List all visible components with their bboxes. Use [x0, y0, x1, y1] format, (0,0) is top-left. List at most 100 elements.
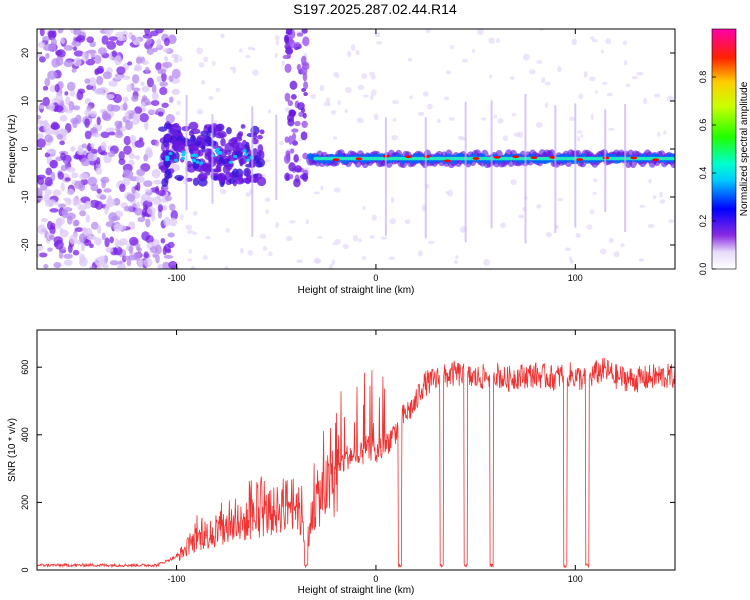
noise-speckle [151, 168, 161, 179]
noise-speckle [153, 179, 162, 185]
noise-speckle [72, 46, 78, 51]
noise-speckle [58, 250, 64, 259]
noise-speckle [79, 173, 89, 181]
noise-speckle [363, 94, 369, 98]
noise-speckle [37, 41, 46, 48]
vertical-feature [282, 54, 291, 60]
vertical-feature [288, 109, 297, 117]
noise-speckle [44, 77, 51, 87]
transition-blob [258, 150, 265, 160]
noise-speckle [448, 116, 455, 121]
noise-speckle [325, 97, 331, 104]
vertical-feature [293, 178, 301, 188]
noise-speckle [198, 62, 205, 68]
noise-speckle [371, 214, 377, 221]
transition-hotspot [246, 158, 251, 162]
transition-hotspot [168, 151, 173, 156]
noise-speckle [84, 118, 90, 128]
vertical-feature [291, 128, 299, 133]
ridge-peak [423, 155, 431, 158]
transition-blob [164, 170, 171, 180]
noise-speckle [332, 242, 338, 246]
noise-speckle [344, 109, 348, 113]
noise-speckle [94, 200, 104, 210]
noise-speckle [404, 219, 411, 225]
noise-speckle [476, 29, 484, 36]
noise-speckle [564, 247, 571, 252]
noise-speckle [151, 91, 159, 101]
noise-speckle [569, 256, 573, 262]
noise-speckle [167, 34, 177, 45]
noise-speckle [160, 72, 167, 82]
noise-speckle [53, 105, 64, 113]
noise-speckle [39, 29, 45, 37]
noise-speckle [522, 53, 530, 61]
noise-speckle [211, 60, 216, 67]
noise-speckle [489, 74, 493, 79]
noise-speckle [239, 247, 244, 254]
noise-speckle [310, 93, 317, 99]
noise-speckle [101, 110, 109, 121]
transition-hotspot [199, 161, 204, 165]
noise-speckle [105, 221, 116, 228]
noise-speckle [426, 103, 433, 110]
noise-speckle [145, 188, 153, 193]
noise-speckle [135, 175, 145, 183]
noise-speckle [37, 133, 44, 139]
noise-speckle [607, 127, 615, 131]
noise-speckle [141, 86, 150, 93]
noise-speckle [305, 218, 310, 225]
noise-speckle [544, 81, 551, 86]
noise-speckle [389, 218, 397, 225]
noise-speckle [159, 86, 168, 96]
ridge-peak [652, 158, 660, 162]
transition-hotspot [180, 156, 185, 160]
vertical-feature [288, 173, 294, 180]
noise-speckle [50, 37, 57, 48]
noise-speckle [144, 66, 150, 74]
noise-speckle [252, 69, 259, 77]
noise-speckle [169, 203, 176, 211]
noise-speckle [599, 248, 607, 255]
noise-speckle [63, 59, 74, 68]
noise-speckle [208, 95, 214, 100]
transition-hotspot [192, 159, 197, 163]
noise-speckle [111, 215, 121, 221]
noise-speckle [97, 47, 107, 55]
noise-speckle [73, 219, 80, 227]
noise-speckle [179, 214, 184, 221]
noise-speckle [238, 48, 243, 53]
noise-speckle [70, 146, 76, 152]
transition-blob [197, 174, 207, 181]
noise-speckle [108, 131, 116, 136]
noise-speckle [57, 171, 65, 180]
noise-speckle [422, 91, 429, 97]
noise-speckle [352, 235, 359, 242]
noise-speckle [56, 134, 63, 140]
spectrogram-x-tick-label: 100 [568, 273, 583, 283]
noise-speckle [219, 188, 227, 195]
noise-speckle [162, 48, 170, 53]
noise-speckle [66, 188, 75, 196]
noise-speckle [155, 62, 163, 71]
noise-speckle [659, 191, 663, 198]
noise-speckle [157, 263, 163, 269]
noise-speckle [137, 216, 146, 223]
noise-speckle [37, 104, 40, 111]
noise-speckle [73, 29, 82, 36]
noise-speckle [44, 199, 55, 208]
noise-speckle [657, 131, 661, 137]
noise-speckle [639, 204, 646, 208]
snr-frame [36, 329, 676, 571]
noise-speckle [171, 68, 181, 79]
noise-speckle [147, 109, 156, 115]
vertical-feature [302, 72, 308, 82]
noise-speckle [132, 74, 140, 84]
noise-speckle [118, 120, 123, 128]
noise-speckle [668, 219, 675, 224]
colorbar-tick-label: 0.6 [698, 119, 708, 132]
transition-hotspot [244, 152, 249, 156]
noise-speckle [605, 38, 612, 45]
noise-speckle [142, 34, 153, 39]
